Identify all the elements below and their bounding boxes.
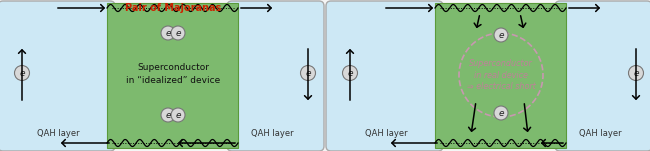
Text: QAH layer: QAH layer	[251, 129, 293, 138]
Circle shape	[629, 66, 644, 80]
FancyBboxPatch shape	[227, 1, 324, 151]
Text: e: e	[499, 31, 504, 40]
Circle shape	[171, 108, 185, 122]
Text: e: e	[633, 69, 639, 77]
Text: e: e	[499, 109, 504, 117]
Text: Superconductor
in “idealized” device: Superconductor in “idealized” device	[126, 63, 220, 85]
Circle shape	[300, 66, 315, 80]
Text: QAH layer: QAH layer	[36, 129, 79, 138]
Text: Superconductor
in real device
⇒ electrical short: Superconductor in real device ⇒ electric…	[467, 59, 536, 91]
Circle shape	[343, 66, 358, 80]
Bar	[435, 3, 566, 148]
Text: e: e	[20, 69, 25, 77]
Circle shape	[161, 26, 175, 40]
FancyBboxPatch shape	[555, 1, 650, 151]
Text: e: e	[176, 111, 181, 119]
Text: e: e	[165, 29, 171, 37]
Text: e: e	[347, 69, 353, 77]
FancyBboxPatch shape	[326, 1, 443, 151]
Text: e: e	[165, 111, 171, 119]
Text: QAH layer: QAH layer	[365, 129, 408, 138]
Text: Pair of Majoranas: Pair of Majoranas	[125, 3, 221, 13]
Circle shape	[161, 108, 175, 122]
Bar	[107, 3, 238, 148]
Text: e: e	[306, 69, 311, 77]
Circle shape	[14, 66, 29, 80]
Circle shape	[494, 28, 508, 42]
FancyBboxPatch shape	[0, 1, 115, 151]
Text: e: e	[176, 29, 181, 37]
Circle shape	[171, 26, 185, 40]
Text: QAH layer: QAH layer	[578, 129, 621, 138]
Circle shape	[494, 106, 508, 120]
